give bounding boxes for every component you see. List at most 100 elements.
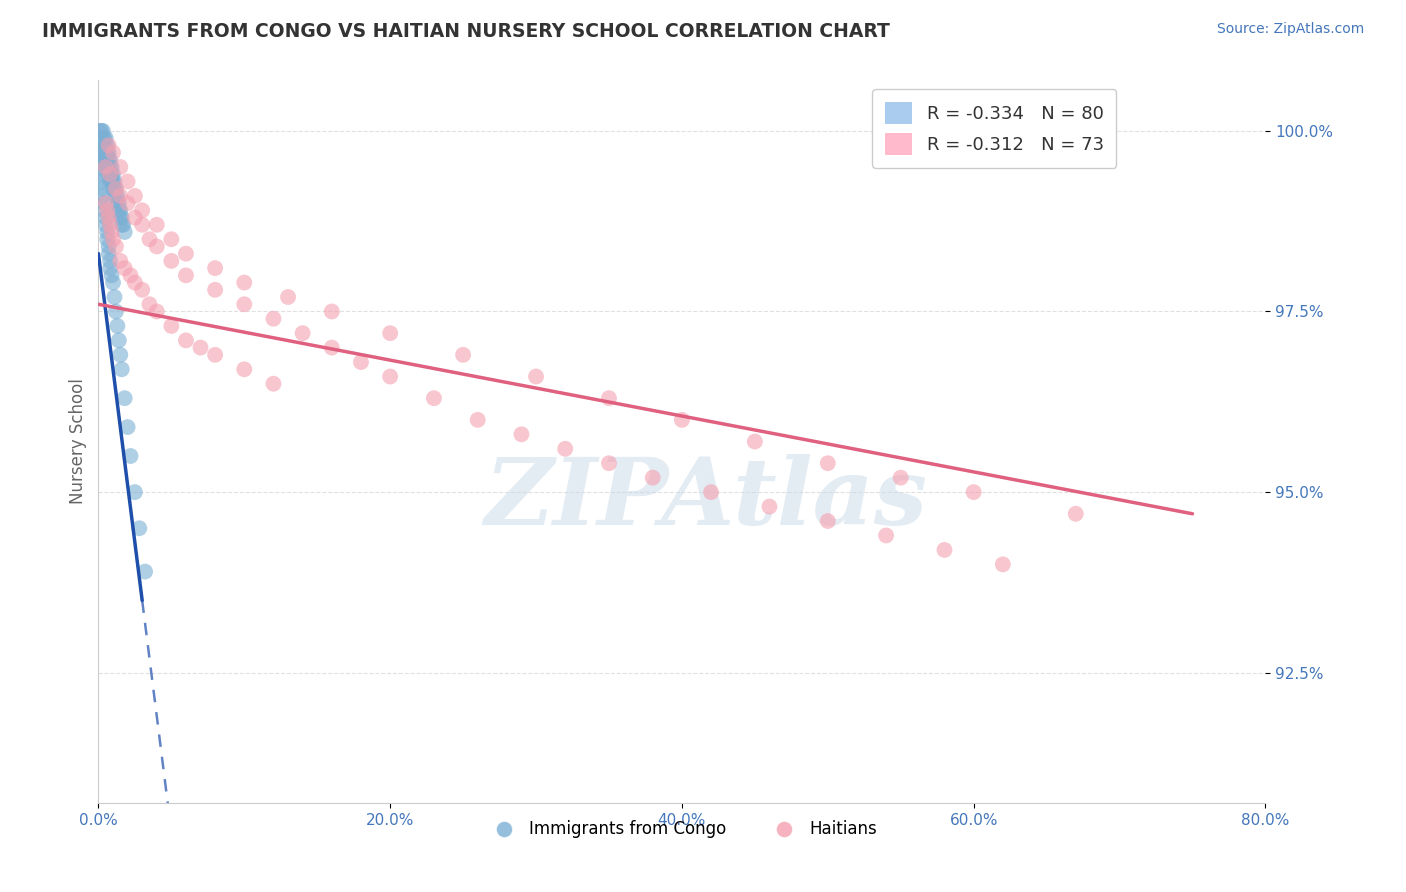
Point — [1064, 507, 1087, 521]
Point — [101, 276, 124, 290]
Point — [90, 138, 112, 153]
Point — [350, 355, 373, 369]
Point — [89, 160, 111, 174]
Point — [277, 290, 299, 304]
Y-axis label: Nursery School: Nursery School — [69, 378, 87, 505]
Point — [598, 456, 620, 470]
Point — [93, 145, 115, 160]
Point — [96, 138, 118, 153]
Point — [98, 153, 121, 167]
Point — [321, 304, 343, 318]
Point — [98, 253, 121, 268]
Point — [89, 131, 111, 145]
Point — [97, 239, 120, 253]
Point — [100, 167, 122, 181]
Point — [93, 138, 115, 153]
Point — [97, 160, 120, 174]
Point — [93, 153, 115, 167]
Point — [105, 189, 128, 203]
Point — [94, 153, 117, 167]
Point — [105, 318, 128, 333]
Point — [96, 160, 118, 174]
Point — [90, 167, 112, 181]
Point — [138, 232, 160, 246]
Point — [671, 413, 693, 427]
Point — [131, 203, 153, 218]
Point — [124, 211, 146, 225]
Point — [262, 311, 284, 326]
Point — [91, 131, 114, 145]
Point — [94, 218, 117, 232]
Point — [204, 283, 226, 297]
Point — [114, 391, 136, 405]
Point — [111, 211, 134, 225]
Point — [96, 225, 118, 239]
Point — [94, 211, 117, 225]
Point — [134, 565, 156, 579]
Point — [94, 160, 117, 174]
Point — [875, 528, 897, 542]
Point — [451, 348, 474, 362]
Point — [96, 232, 118, 246]
Point — [117, 420, 139, 434]
Point — [98, 167, 121, 181]
Point — [174, 268, 197, 283]
Point — [100, 268, 122, 283]
Point — [108, 203, 131, 218]
Point — [100, 160, 122, 174]
Point — [94, 131, 117, 145]
Point — [120, 449, 142, 463]
Point — [117, 174, 139, 188]
Point — [94, 160, 117, 174]
Point — [104, 189, 127, 203]
Text: ZIPAtlas: ZIPAtlas — [484, 454, 927, 544]
Point — [110, 189, 132, 203]
Point — [146, 239, 169, 253]
Point — [98, 261, 121, 276]
Point — [554, 442, 576, 456]
Point — [641, 470, 664, 484]
Point — [110, 203, 132, 218]
Point — [93, 131, 115, 145]
Point — [380, 369, 402, 384]
Point — [94, 138, 117, 153]
Point — [97, 246, 120, 260]
Point — [204, 348, 226, 362]
Point — [91, 189, 114, 203]
Point — [112, 218, 135, 232]
Point — [94, 196, 117, 211]
Point — [817, 514, 839, 528]
Point — [110, 253, 132, 268]
Point — [90, 174, 112, 188]
Point — [120, 268, 142, 283]
Point — [131, 218, 153, 232]
Text: IMMIGRANTS FROM CONGO VS HAITIAN NURSERY SCHOOL CORRELATION CHART: IMMIGRANTS FROM CONGO VS HAITIAN NURSERY… — [42, 22, 890, 41]
Point — [190, 341, 212, 355]
Point — [104, 239, 127, 253]
Point — [380, 326, 402, 340]
Point — [97, 153, 120, 167]
Point — [90, 124, 112, 138]
Point — [758, 500, 780, 514]
Point — [98, 174, 121, 188]
Point — [105, 196, 128, 211]
Point — [103, 181, 125, 195]
Point — [104, 181, 127, 195]
Point — [598, 391, 620, 405]
Point — [98, 160, 121, 174]
Point — [744, 434, 766, 449]
Point — [91, 181, 114, 195]
Point — [510, 427, 533, 442]
Text: Source: ZipAtlas.com: Source: ZipAtlas.com — [1216, 22, 1364, 37]
Point — [131, 283, 153, 297]
Point — [89, 124, 111, 138]
Point — [91, 138, 114, 153]
Point — [110, 211, 132, 225]
Point — [89, 145, 111, 160]
Point — [96, 203, 118, 218]
Point — [291, 326, 314, 340]
Point — [100, 174, 122, 188]
Point — [146, 218, 169, 232]
Legend: Immigrants from Congo, Haitians: Immigrants from Congo, Haitians — [481, 814, 883, 845]
Point — [114, 225, 136, 239]
